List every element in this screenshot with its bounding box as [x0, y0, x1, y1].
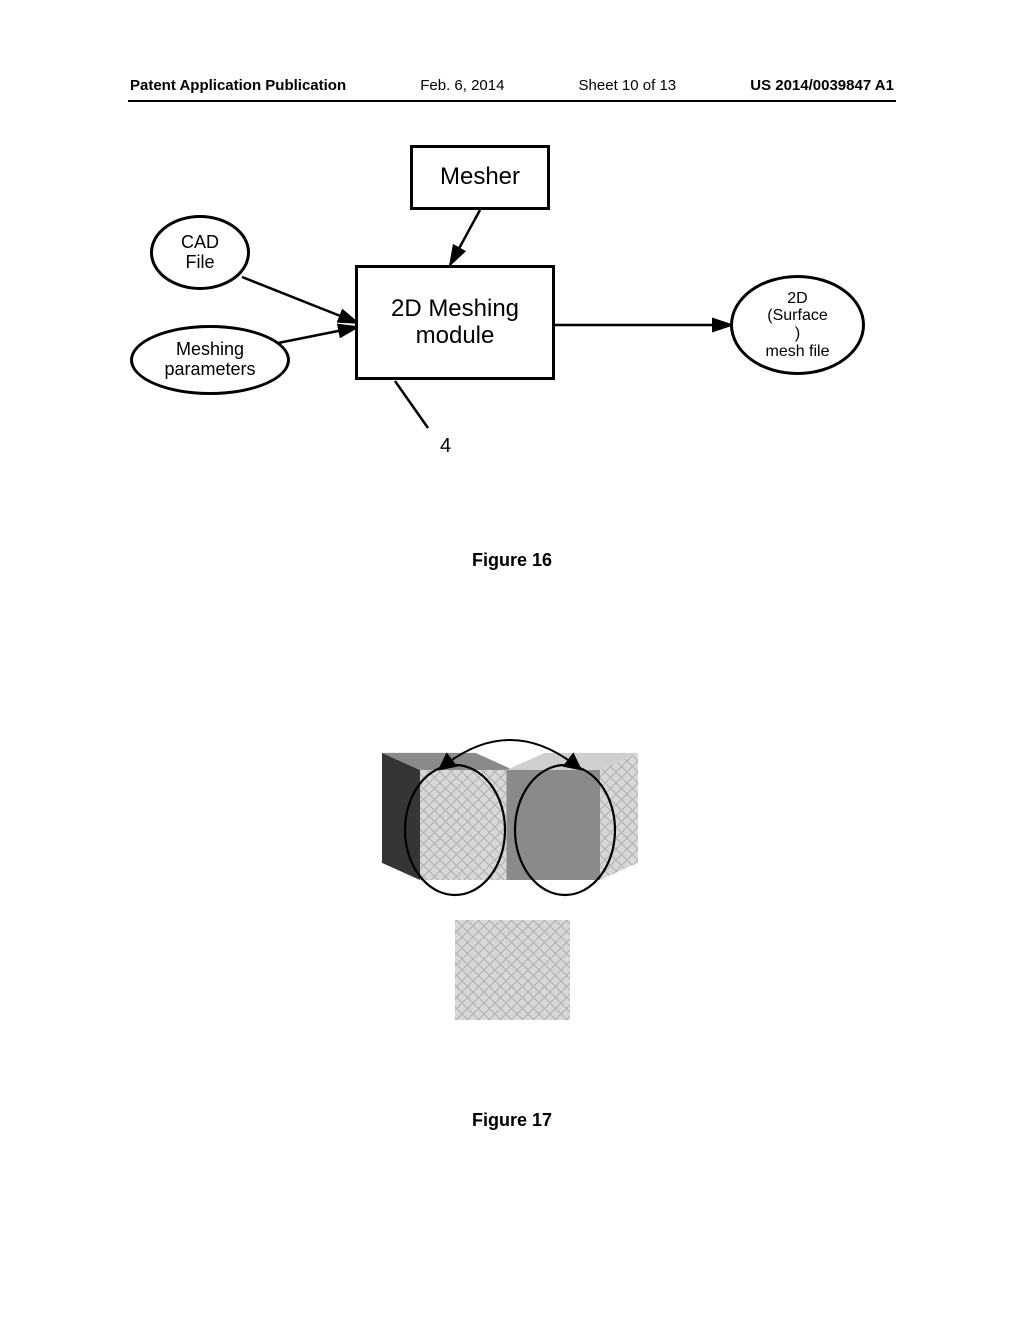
- node-module: 2D Meshingmodule: [355, 265, 555, 380]
- figure-17-diagram: [0, 695, 1024, 1045]
- fig17-illustration: [0, 695, 1024, 1045]
- header-pubno: US 2014/0039847 A1: [750, 77, 894, 94]
- figure-17-caption: Figure 17: [0, 1110, 1024, 1131]
- header-rule: [128, 100, 896, 102]
- node-meshparam: Meshingparameters: [130, 325, 290, 395]
- node-mesher: Mesher: [410, 145, 550, 210]
- figure-16-caption: Figure 16: [0, 550, 1024, 571]
- header-date: Feb. 6, 2014: [420, 77, 504, 94]
- node-output: 2D(Surface)mesh file: [730, 275, 865, 375]
- header-publication: Patent Application Publication: [130, 77, 346, 94]
- page-header: Patent Application Publication Feb. 6, 2…: [130, 77, 894, 94]
- node-cadfile: CADFile: [150, 215, 250, 290]
- reference-label-4: 4: [440, 435, 451, 458]
- figure-16-diagram: Mesher 2D Meshingmodule CADFile Meshingpara…: [130, 145, 894, 485]
- header-sheet: Sheet 10 of 13: [579, 77, 677, 94]
